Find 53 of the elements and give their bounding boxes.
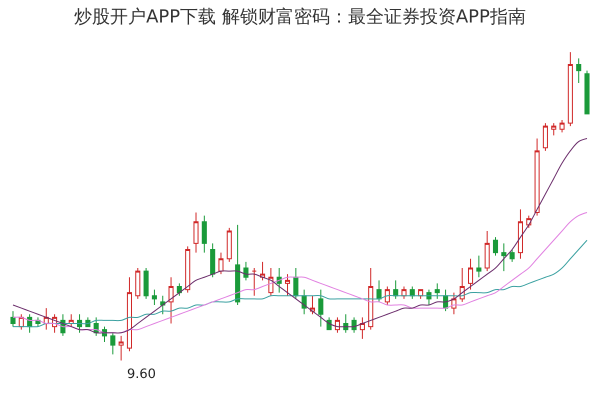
candlestick bbox=[193, 212, 199, 254]
candlestick bbox=[542, 122, 548, 152]
candlestick bbox=[343, 314, 348, 334]
candlestick bbox=[368, 268, 374, 330]
candlestick bbox=[210, 242, 216, 278]
candlestick bbox=[126, 276, 132, 352]
candlestick bbox=[10, 310, 16, 328]
candlestick bbox=[534, 138, 540, 216]
candlestick bbox=[560, 120, 565, 133]
candlestick bbox=[518, 208, 523, 260]
candlestick bbox=[568, 52, 573, 127]
candlestick bbox=[484, 230, 490, 272]
candlestick bbox=[260, 261, 266, 281]
candlestick bbox=[110, 332, 116, 355]
candlestick bbox=[318, 289, 324, 328]
candlestick bbox=[551, 122, 556, 136]
candlestick bbox=[44, 308, 49, 330]
candlestick bbox=[410, 286, 415, 300]
candlestick bbox=[252, 268, 257, 296]
candlestick bbox=[468, 258, 474, 290]
text: 9.60 bbox=[127, 367, 156, 382]
candlestick bbox=[160, 295, 166, 315]
candlestick bbox=[144, 268, 149, 300]
candlestick bbox=[401, 286, 407, 300]
candlestick bbox=[235, 224, 240, 306]
candlestick bbox=[310, 295, 316, 315]
candlestick bbox=[576, 58, 582, 84]
candlestick bbox=[492, 236, 498, 256]
candlestick bbox=[501, 242, 506, 272]
candlestick bbox=[434, 282, 440, 300]
candlestick bbox=[376, 280, 382, 302]
candlestick bbox=[360, 316, 365, 340]
candlestick bbox=[293, 268, 298, 300]
candlestick bbox=[284, 274, 290, 296]
candlestick bbox=[243, 261, 248, 281]
candlestick bbox=[176, 282, 182, 296]
candlestick bbox=[584, 70, 590, 114]
candlestick bbox=[384, 286, 390, 306]
candlestick bbox=[510, 249, 515, 262]
candlestick bbox=[185, 246, 190, 294]
candlestick bbox=[202, 215, 207, 254]
chart-title: 炒股开户APP下载 解锁财富密码：最全证券投资APP指南 bbox=[74, 6, 526, 28]
candlestick bbox=[393, 280, 398, 300]
candlestick bbox=[118, 335, 124, 361]
candlestick bbox=[218, 252, 224, 275]
candlestick bbox=[152, 289, 157, 306]
candlestick bbox=[68, 314, 74, 328]
candlestick bbox=[418, 289, 424, 300]
candlestick bbox=[476, 255, 482, 278]
candlestick bbox=[168, 276, 174, 324]
candlestick bbox=[226, 227, 232, 262]
candlestick bbox=[135, 268, 140, 300]
candlestick bbox=[276, 268, 282, 294]
